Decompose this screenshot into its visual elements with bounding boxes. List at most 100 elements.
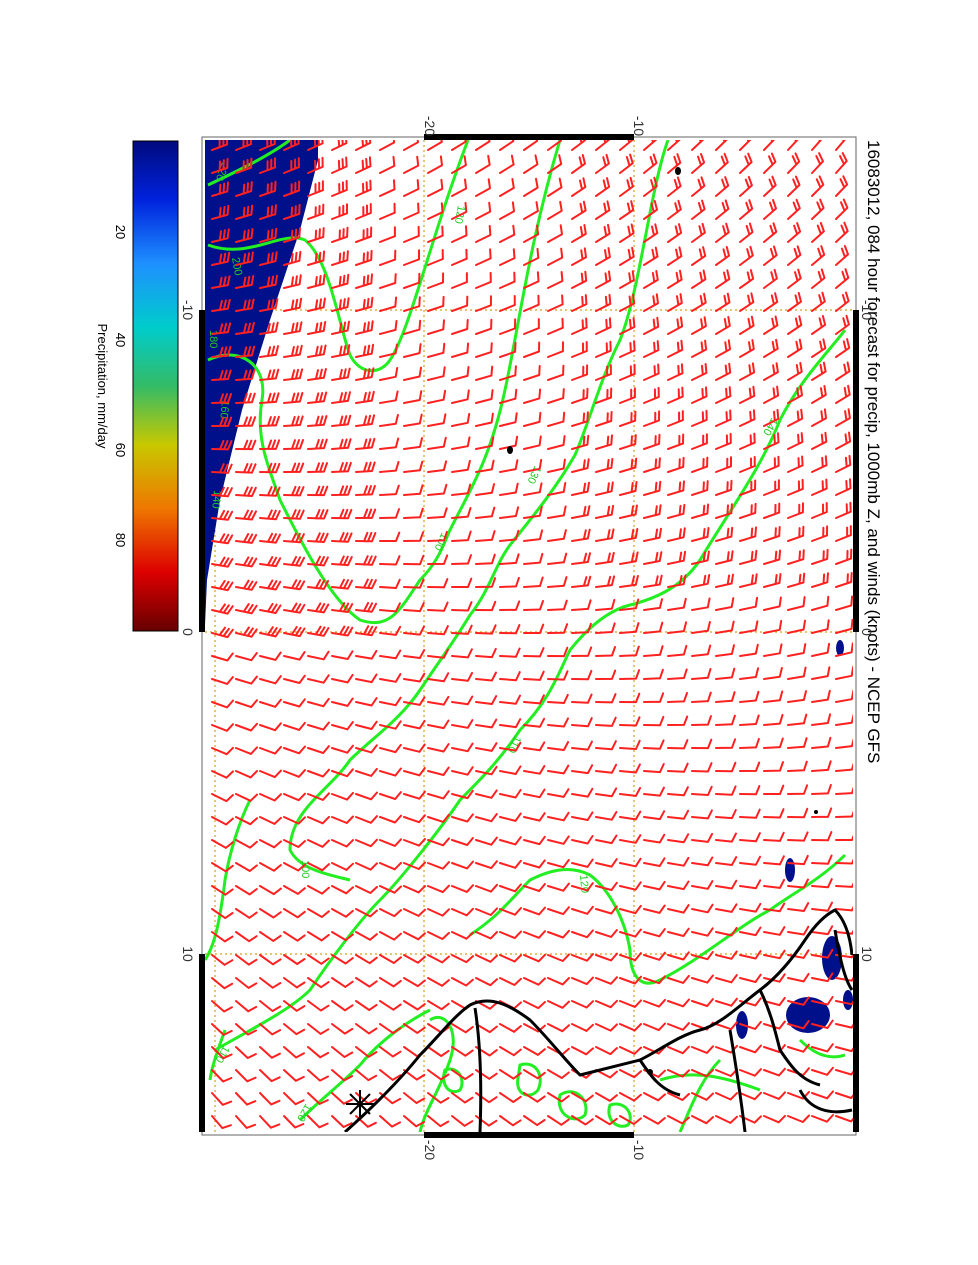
wind-barb <box>475 577 497 588</box>
wind-barb <box>427 436 447 450</box>
wind-barb <box>259 954 282 966</box>
wind-barb <box>643 200 658 220</box>
wind-barb <box>643 857 666 867</box>
wind-barb <box>523 435 542 450</box>
border-path <box>758 989 821 1087</box>
wind-barb <box>403 885 426 894</box>
wind-barb <box>283 908 306 919</box>
wind-barb <box>379 320 398 335</box>
wind-barb <box>739 785 761 796</box>
wind-barb <box>619 410 637 427</box>
wind-barb <box>403 1000 426 1011</box>
wind-barb <box>451 140 467 151</box>
wind-barb <box>715 785 737 796</box>
wind-barb <box>259 486 281 497</box>
wind-barb <box>643 739 665 750</box>
wind-barb <box>427 648 449 659</box>
wind-barb <box>667 927 690 937</box>
wind-barb <box>307 625 330 637</box>
wind-barb <box>355 555 377 566</box>
wind-barb <box>379 977 402 988</box>
wind-barb <box>523 529 544 542</box>
wind-barb <box>235 439 257 451</box>
wind-barb <box>211 699 234 709</box>
wind-barb <box>739 1091 762 1101</box>
wind-barb <box>355 484 376 496</box>
wind-barb <box>835 665 853 680</box>
wind-barb <box>835 1069 853 1076</box>
wind-barb <box>739 152 753 174</box>
wind-barb <box>499 859 522 869</box>
wind-barb <box>283 555 306 567</box>
wind-barb <box>643 363 660 381</box>
wind-barb <box>571 341 588 358</box>
wind-barb <box>427 1115 450 1128</box>
wind-barb <box>571 1046 594 1056</box>
wind-barb <box>811 478 828 496</box>
wind-barb <box>307 650 330 661</box>
wind-barb <box>355 625 378 637</box>
wind-barb <box>715 832 737 843</box>
wind-barb <box>355 697 378 707</box>
wind-barb <box>427 977 450 987</box>
wind-barb <box>715 1068 738 1077</box>
wind-barb <box>835 140 846 151</box>
wind-barb <box>763 479 780 496</box>
wind-barb <box>667 880 690 891</box>
wind-barb <box>307 297 326 312</box>
wind-barb <box>499 930 522 940</box>
wind-barb <box>403 225 420 243</box>
wind-barb <box>619 140 634 151</box>
wind-barb <box>643 763 665 774</box>
wind-barb <box>211 723 234 732</box>
wind-barb <box>379 226 396 243</box>
wind-barb <box>595 881 618 891</box>
wind-barb <box>739 1068 762 1077</box>
wind-barb <box>619 1046 642 1055</box>
wind-barb <box>715 926 738 937</box>
wind-barb <box>787 152 801 174</box>
wind-barb <box>211 345 232 358</box>
wind-barb <box>499 459 519 473</box>
wind-barb <box>403 1092 426 1104</box>
wind-barb <box>331 954 354 965</box>
wind-barb <box>379 602 401 613</box>
wind-barb <box>427 342 446 358</box>
wind-barb <box>691 715 712 726</box>
wind-barb <box>331 1115 353 1128</box>
wind-barb <box>739 855 762 866</box>
wind-barb <box>259 345 279 358</box>
wind-barb <box>715 152 729 174</box>
wind-barb <box>475 553 496 565</box>
wind-barb <box>379 696 402 707</box>
wind-barb <box>451 319 469 335</box>
wind-barb <box>763 855 785 866</box>
wind-barb <box>499 741 522 752</box>
wind-barb <box>379 367 399 381</box>
wind-barb <box>571 224 587 243</box>
wind-barb <box>307 745 330 754</box>
wind-barb <box>547 929 570 939</box>
wind-barb <box>835 314 850 335</box>
wind-barb <box>595 270 612 289</box>
wind-barb <box>523 154 539 174</box>
wind-barb <box>331 908 354 918</box>
wind-barb <box>403 696 426 706</box>
wind-barb <box>571 294 588 312</box>
wind-barb <box>811 760 832 772</box>
wind-barb <box>787 643 807 657</box>
wind-barb <box>259 862 282 872</box>
wind-barb <box>715 1021 738 1031</box>
wind-barb <box>619 340 636 358</box>
wind-barb <box>355 367 375 381</box>
wind-barb <box>235 816 258 826</box>
wind-barb <box>475 389 494 404</box>
wind-barb <box>715 738 737 749</box>
wind-barb <box>667 527 686 542</box>
wind-barb <box>283 227 301 243</box>
wind-barb <box>499 178 515 197</box>
wind-barb <box>307 156 324 174</box>
wind-barb <box>307 931 330 942</box>
wind-barb <box>811 455 828 473</box>
wind-barb <box>619 176 634 197</box>
